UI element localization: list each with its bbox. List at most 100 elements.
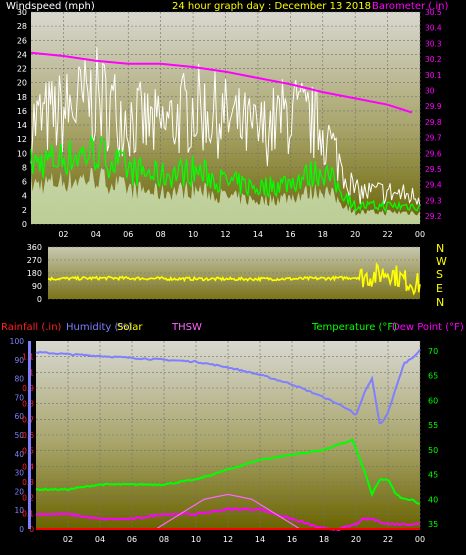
x-tick-label: 20 bbox=[351, 535, 361, 544]
humidity-line bbox=[35, 349, 421, 425]
temperature-line bbox=[35, 438, 421, 505]
direction-tick-label: 270 bbox=[27, 256, 42, 265]
wind-tick-label: 26 bbox=[17, 36, 27, 45]
avg-wind-line bbox=[30, 135, 421, 213]
temperature-tick-label: 65 bbox=[428, 372, 438, 381]
temperature-tick-label: 70 bbox=[428, 347, 438, 356]
wind-tick-label: 18 bbox=[17, 93, 27, 102]
wind-tick-label: 22 bbox=[17, 65, 27, 74]
direction-axis-ticks: 360 270 180 90 0 bbox=[27, 243, 42, 304]
barometer-tick-label: 29.7 bbox=[425, 134, 442, 143]
humidity-axis-bar bbox=[28, 341, 31, 529]
legend-humidity: Humidity (%) bbox=[66, 322, 132, 333]
x-tick-label: 18 bbox=[318, 230, 328, 239]
bottom-legend: Rainfall (.in) Humidity (%) Solar THSW T… bbox=[1, 322, 464, 333]
barometer-tick-label: 30.4 bbox=[425, 24, 442, 33]
wind-tick-label: 12 bbox=[17, 135, 27, 144]
direction-tick-label: 180 bbox=[27, 269, 42, 278]
temperature-tick-label: 60 bbox=[428, 396, 438, 405]
humidity-tick-label: 80 bbox=[14, 375, 24, 384]
x-tick-label: 14 bbox=[253, 230, 263, 239]
gust-line bbox=[30, 47, 421, 207]
barometer-tick-label: 29.2 bbox=[425, 212, 442, 221]
x-tick-label: 06 bbox=[123, 230, 133, 239]
x-tick-label: 06 bbox=[127, 535, 137, 544]
barometer-tick-label: 29.5 bbox=[425, 165, 442, 174]
legend-temperature: Temperature (°F) bbox=[311, 322, 397, 333]
humidity-tick-label: 70 bbox=[14, 393, 24, 402]
barometer-line bbox=[30, 51, 413, 114]
humidity-tick-label: 100 bbox=[10, 337, 25, 346]
barometer-tick-label: 29.3 bbox=[425, 196, 442, 205]
thsw-line bbox=[155, 493, 301, 530]
dewpoint-line bbox=[35, 507, 421, 532]
barometer-tick-label: 30.1 bbox=[425, 71, 442, 80]
wind-tick-label: 24 bbox=[17, 50, 27, 59]
x-tick-label: 12 bbox=[223, 535, 233, 544]
barometer-tick-label: 30.5 bbox=[425, 8, 442, 17]
wind-tick-label: 6 bbox=[22, 178, 27, 187]
legend-rainfall: Rainfall (.in) bbox=[1, 322, 62, 333]
direction-tick-label: 360 bbox=[27, 243, 42, 252]
wind-tick-label: 30 bbox=[17, 8, 27, 17]
compass-s: S bbox=[436, 268, 443, 281]
humidity-tick-label: 20 bbox=[14, 487, 24, 496]
legend-thsw: THSW bbox=[171, 322, 202, 333]
windspeed-axis-label: Windspeed (mph) bbox=[6, 1, 95, 12]
compass-w: W bbox=[436, 255, 447, 268]
barometer-tick-label: 29.8 bbox=[425, 118, 442, 127]
temperature-tick-label: 45 bbox=[428, 471, 438, 480]
wind-axis-ticks: 02468101214161820222426283029.229.329.42… bbox=[17, 8, 442, 239]
x-tick-label: 10 bbox=[191, 535, 201, 544]
compass-n-top: N bbox=[436, 242, 444, 255]
x-tick-label: 02 bbox=[58, 230, 68, 239]
wind-tick-label: 8 bbox=[22, 163, 27, 172]
rain-tick-label: 1 bbox=[29, 368, 34, 377]
temperature-tick-label: 55 bbox=[428, 421, 438, 430]
wind-tick-label: 14 bbox=[17, 121, 27, 130]
temperature-tick-label: 50 bbox=[428, 446, 438, 455]
temperature-tick-label: 35 bbox=[428, 520, 438, 529]
barometer-tick-label: 30.3 bbox=[425, 39, 442, 48]
compass-letters: N W S E N bbox=[436, 242, 447, 309]
compass-n-bottom: N bbox=[436, 296, 444, 309]
x-tick-label: 12 bbox=[220, 230, 230, 239]
direction-tick-label: 90 bbox=[32, 282, 42, 291]
humidity-tick-label: 40 bbox=[14, 450, 24, 459]
wind-tick-label: 28 bbox=[17, 22, 27, 31]
compass-e: E bbox=[436, 282, 443, 295]
wind-low-band bbox=[31, 167, 420, 224]
barometer-tick-label: 29.9 bbox=[425, 102, 442, 111]
x-tick-label: 22 bbox=[382, 230, 392, 239]
x-tick-label: 16 bbox=[285, 230, 295, 239]
wind-tick-label: 4 bbox=[22, 192, 27, 201]
x-tick-label: 18 bbox=[319, 535, 329, 544]
temperature-tick-label: 40 bbox=[428, 495, 438, 504]
x-tick-label: 08 bbox=[156, 230, 166, 239]
x-tick-label: 16 bbox=[287, 535, 297, 544]
x-tick-label: 20 bbox=[350, 230, 360, 239]
x-tick-label: 10 bbox=[188, 230, 198, 239]
x-tick-label: 00 bbox=[415, 535, 425, 544]
rain-tick-label: 0 bbox=[29, 525, 34, 534]
direction-tick-label: 0 bbox=[37, 295, 42, 304]
wind-series-layer bbox=[30, 47, 421, 224]
barometer-tick-label: 30 bbox=[425, 87, 435, 96]
x-tick-label: 00 bbox=[415, 230, 425, 239]
humidity-tick-label: 10 bbox=[14, 506, 24, 515]
direction-series-layer bbox=[47, 261, 421, 296]
x-tick-label: 04 bbox=[95, 535, 105, 544]
humidity-tick-label: 50 bbox=[14, 431, 24, 440]
weather-series-layer bbox=[35, 349, 421, 532]
barometer-axis-label: Barometer (.in) bbox=[372, 1, 448, 12]
weather-axis-ticks: 010203040506070809010000.10.20.30.40.50.… bbox=[10, 337, 439, 544]
humidity-tick-label: 0 bbox=[19, 525, 24, 534]
x-tick-label: 22 bbox=[383, 535, 393, 544]
wind-tick-label: 10 bbox=[17, 149, 27, 158]
chart-title: 24 hour graph day : December 13 2018 bbox=[172, 1, 371, 12]
humidity-tick-label: 60 bbox=[14, 412, 24, 421]
humidity-tick-label: 90 bbox=[14, 356, 24, 365]
x-tick-label: 02 bbox=[63, 535, 73, 544]
x-tick-label: 14 bbox=[255, 535, 265, 544]
